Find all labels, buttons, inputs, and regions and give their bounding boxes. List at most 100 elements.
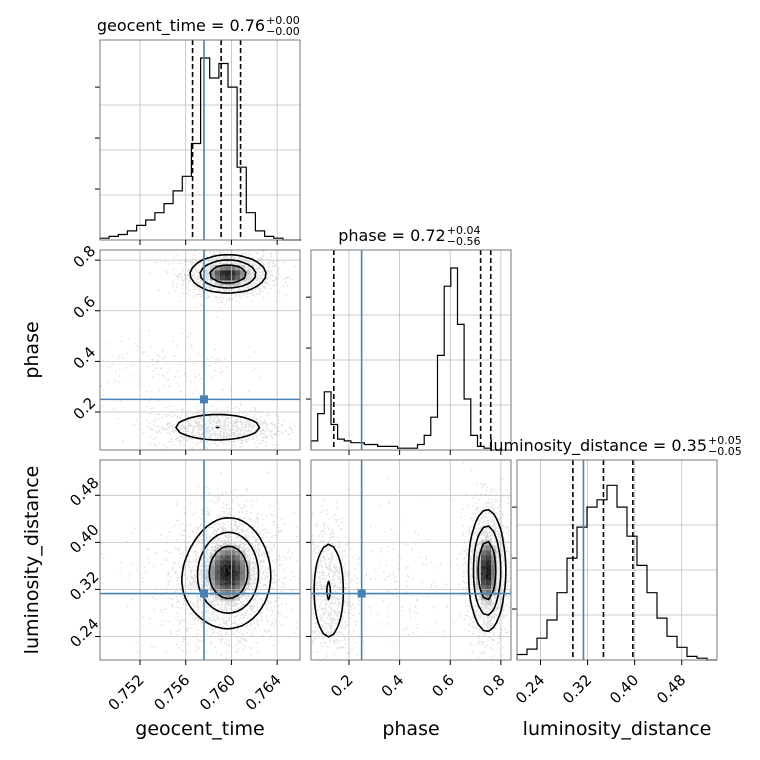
samples-phase_vs_geocent_time — [100, 250, 302, 452]
density-cell — [481, 570, 487, 576]
density-cell — [491, 565, 497, 571]
density-cell — [225, 560, 231, 566]
density-cell — [230, 585, 236, 591]
density-cell — [230, 265, 236, 271]
density-cell — [486, 555, 492, 561]
xtick-label-phase-3: 0.8 — [479, 671, 509, 701]
title-sub-phase: −0.56 — [447, 235, 481, 248]
density-cell — [225, 565, 231, 571]
xtick-label-luminosity_distance-0: 0.24 — [512, 671, 548, 707]
density-cell — [245, 270, 251, 276]
histogram-phase — [310, 267, 511, 451]
density-cell — [220, 580, 226, 586]
density-cell — [235, 580, 241, 586]
hist-panel-geocent_time — [99, 39, 301, 241]
ytick-label-luminosity_distance-3: 0.48 — [66, 474, 102, 510]
histogram-geocent_time — [99, 57, 302, 241]
density-cell — [476, 585, 482, 591]
density-cell — [235, 590, 241, 596]
density-cell — [476, 550, 482, 556]
contour-luminosity_distance_vs_phase-1 — [326, 525, 502, 616]
density-cell — [215, 570, 221, 576]
density-cell — [235, 545, 241, 551]
title-luminosity_distance: luminosity_distance = 0.35 +0.05−0.05 — [489, 434, 742, 458]
ytick-label-luminosity_distance-0: 0.24 — [66, 615, 102, 651]
density-cell — [205, 570, 211, 576]
density-cell — [481, 550, 487, 556]
samples-luminosity_distance_vs_phase — [311, 462, 513, 661]
density-cell — [235, 560, 241, 566]
density-cell — [235, 265, 241, 271]
density-cell — [486, 590, 492, 596]
density-cell — [240, 545, 246, 551]
density-cell — [215, 550, 221, 556]
density-cell — [225, 580, 231, 586]
density-cell — [220, 555, 226, 561]
ytick-label-phase-1: 0.4 — [70, 343, 100, 373]
density-cell — [230, 580, 236, 586]
hist-panel-luminosity_distance — [516, 459, 718, 661]
title-sup-geocent_time: +0.00 — [266, 14, 300, 27]
density-cell — [240, 590, 246, 596]
density-cell — [491, 560, 497, 566]
density-cell — [491, 595, 497, 601]
density-cell — [240, 570, 246, 576]
density-cell — [491, 590, 497, 596]
density-cell — [486, 545, 492, 551]
contour-luminosity_distance_vs_phase-2 — [477, 541, 497, 601]
density-cell — [215, 270, 221, 276]
density-cell — [481, 565, 487, 571]
density-cell — [215, 265, 221, 271]
density-cell — [220, 275, 226, 281]
title-phase: phase = 0.72 +0.04−0.56 — [338, 224, 480, 248]
density-cell — [225, 585, 231, 591]
density-cell — [230, 590, 236, 596]
density-cell — [245, 585, 251, 591]
density-cell — [230, 565, 236, 571]
density-cell — [220, 270, 226, 276]
xtick-label-luminosity_distance-2: 0.40 — [606, 671, 642, 707]
title-sub-luminosity_distance: −0.05 — [708, 445, 742, 458]
density-cell — [230, 570, 236, 576]
histogram-luminosity_distance — [516, 484, 717, 661]
density-cell — [235, 565, 241, 571]
density-cell — [210, 550, 216, 556]
ytick-label-luminosity_distance-1: 0.32 — [66, 568, 102, 604]
density-cell — [230, 270, 236, 276]
density-cell — [245, 275, 251, 281]
truth-marker-phase_vs_geocent_time — [200, 395, 208, 404]
contour-luminosity_distance_vs_geocent_time-2 — [208, 545, 249, 600]
density-cell — [486, 560, 492, 566]
density-cell — [220, 570, 226, 576]
density-cell — [215, 545, 221, 551]
density-cell — [210, 265, 216, 271]
density-cell — [225, 600, 231, 606]
density-cell — [486, 575, 492, 581]
xtick-label-phase-2: 0.6 — [428, 671, 458, 701]
density-cell — [486, 570, 492, 576]
density-cell — [225, 570, 231, 576]
density-cell — [205, 560, 211, 566]
density-cell — [235, 595, 241, 601]
density-cell — [220, 565, 226, 571]
density-cell — [240, 575, 246, 581]
density-cell — [215, 560, 221, 566]
density-cell — [210, 590, 216, 596]
title-geocent_time: geocent_time = 0.76 +0.00−0.00 — [97, 14, 300, 38]
density-cell — [225, 275, 231, 281]
density-cell — [486, 535, 492, 541]
density-cell — [235, 570, 241, 576]
density-cell — [205, 565, 211, 571]
contour-luminosity_distance_vs_geocent_time-1 — [196, 531, 260, 614]
density-cell — [220, 600, 226, 606]
density-cell — [240, 595, 246, 601]
title-sup-luminosity_distance: +0.05 — [708, 434, 742, 447]
density-cell — [481, 545, 487, 551]
density-cell — [225, 575, 231, 581]
density-cell — [235, 575, 241, 581]
density-cell — [491, 575, 497, 581]
density-cell — [491, 570, 497, 576]
title-sup-phase: +0.04 — [447, 224, 481, 237]
density-cell — [240, 555, 246, 561]
